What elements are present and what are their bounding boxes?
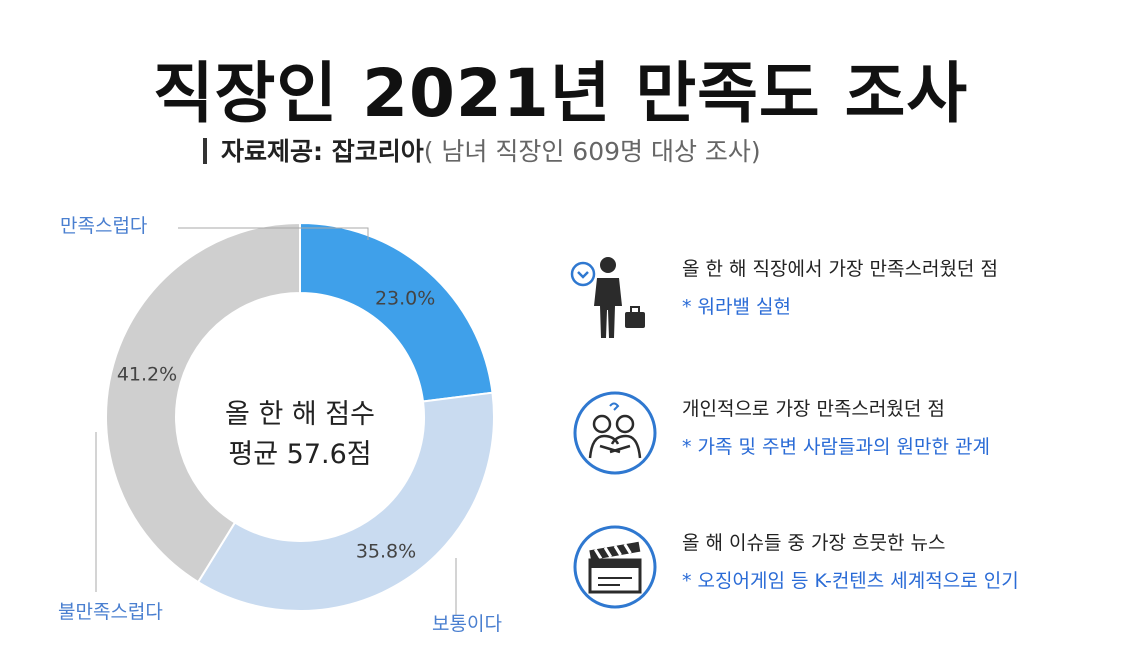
center-line-2: 평균 57.6점 (228, 439, 372, 470)
source-label: 자료제공: 잡코리아 (221, 137, 424, 166)
info-detail-1: * 워라밸 실현 (682, 296, 791, 318)
hugging-people-icon (573, 391, 657, 475)
subtitle: 자료제공: 잡코리아( 남녀 직장인 609명 대상 조사) (203, 132, 761, 168)
info-head-3: 올 해 이슈들 중 가장 흐뭇한 뉴스 (682, 532, 946, 554)
category-label: 불만족스럽다 (58, 601, 163, 623)
clapperboard-icon (573, 525, 657, 609)
category-label: 보통이다 (432, 613, 502, 635)
slice-satisfied (299, 221, 494, 403)
category-label: 만족스럽다 (60, 215, 147, 237)
businessman-icon (570, 257, 645, 338)
page-title: 직장인 2021년 만족도 조사 (152, 55, 969, 132)
info-detail-2: * 가족 및 주변 사람들과의 원만한 관계 (682, 436, 990, 458)
slice-dissatisfied (105, 221, 301, 584)
leader-line (178, 227, 369, 240)
center-line-1: 올 한 해 점수 (225, 399, 375, 430)
value-label: 41.2% (117, 364, 177, 386)
value-label: 35.8% (356, 541, 416, 563)
donut-center: 올 한 해 점수 평균 57.6점 (210, 395, 390, 475)
donut-chart: 23.0% 만족스럽다 35.8% 보통이다 41.2% 불만족스럽다 (58, 215, 502, 635)
source-note: ( 남녀 직장인 609명 대상 조사) (423, 137, 761, 166)
info-head-1: 올 한 해 직장에서 가장 만족스러웠던 점 (682, 258, 998, 280)
value-label: 23.0% (375, 288, 435, 310)
info-detail-3: * 오징어게임 등 K-컨텐츠 세계적으로 인기 (682, 570, 1019, 592)
slice-neutral (196, 391, 495, 612)
subtitle-divider (203, 138, 207, 164)
info-head-2: 개인적으로 가장 만족스러웠던 점 (682, 398, 945, 420)
